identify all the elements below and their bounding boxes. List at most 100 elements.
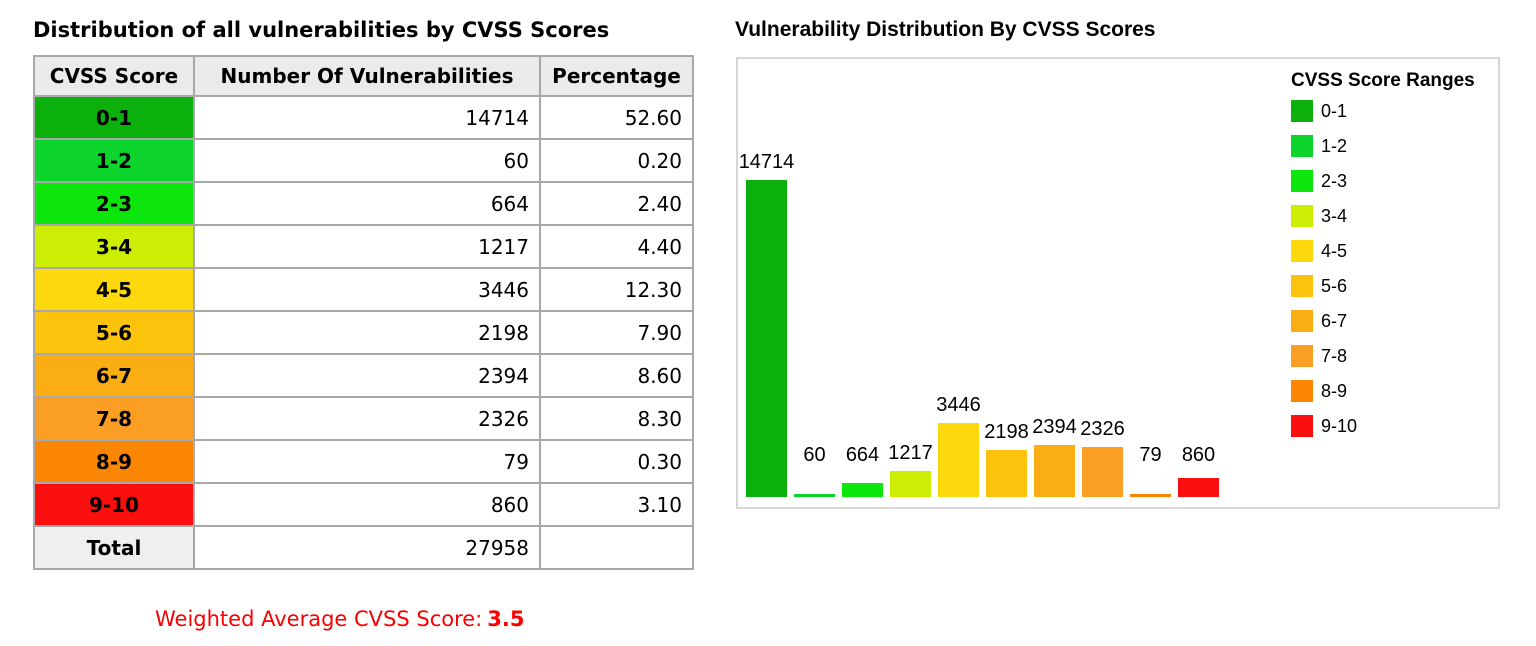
percentage-cell: 8.30 [539, 396, 694, 441]
legend-item-3-4: 3-4 [1291, 205, 1475, 227]
header-cvss-score: CVSS Score [33, 55, 195, 97]
percentage-cell: 12.30 [539, 267, 694, 312]
cvss-range-cell: 1-2 [33, 138, 195, 183]
cvss-range-cell: 4-5 [33, 267, 195, 312]
bar-value-label: 79 [1139, 444, 1162, 466]
count-cell: 2394 [193, 353, 541, 398]
legend-item-1-2: 1-2 [1291, 135, 1475, 157]
percentage-cell: 2.40 [539, 181, 694, 226]
percentage-cell: 3.10 [539, 482, 694, 527]
legend-title: CVSS Score Ranges [1291, 70, 1475, 91]
cvss-range-cell: 6-7 [33, 353, 195, 398]
legend-item-6-7: 6-7 [1291, 310, 1475, 332]
bar-0-1 [746, 180, 787, 497]
percentage-cell: 8.60 [539, 353, 694, 398]
legend-label: 1-2 [1321, 136, 1348, 156]
count-cell: 1217 [193, 224, 541, 269]
count-cell: 60 [193, 138, 541, 183]
weighted-average-label: Weighted Average CVSS Score: [155, 607, 483, 631]
legend-swatch [1291, 170, 1313, 192]
legend-swatch [1291, 345, 1313, 367]
percentage-cell: 52.60 [539, 95, 694, 140]
legend-swatch [1291, 310, 1313, 332]
legend-item-4-5: 4-5 [1291, 240, 1475, 262]
bar-8-9 [1130, 494, 1171, 497]
bar-value-label: 2198 [984, 421, 1029, 443]
count-cell: 860 [193, 482, 541, 527]
cvss-range-cell: 0-1 [33, 95, 195, 140]
total-row: Total 27958 [33, 525, 694, 570]
table-row: 2-3 664 2.40 [33, 181, 694, 226]
table-row: 0-1 14714 52.60 [33, 95, 694, 140]
table-header-row: CVSS Score Number Of Vulnerabilities Per… [33, 55, 694, 97]
bar-value-label: 14714 [738, 151, 795, 173]
percentage-cell: 0.20 [539, 138, 694, 183]
header-percentage: Percentage [539, 55, 694, 97]
bar-5-6 [986, 450, 1027, 497]
legend-label: 0-1 [1321, 101, 1348, 121]
bar-value-label: 60 [803, 444, 826, 466]
legend-item-2-3: 2-3 [1291, 170, 1475, 192]
bar-4-5 [938, 423, 979, 497]
bar-value-label: 1217 [888, 442, 933, 464]
legend-swatch [1291, 275, 1313, 297]
legend-label: 4-5 [1321, 241, 1348, 261]
count-cell: 2198 [193, 310, 541, 355]
cvss-range-cell: 3-4 [33, 224, 195, 269]
count-cell: 3446 [193, 267, 541, 312]
bar-2-3 [842, 483, 883, 497]
cvss-range-cell: 7-8 [33, 396, 195, 441]
table-row: 4-5 3446 12.30 [33, 267, 694, 312]
legend-swatch [1291, 240, 1313, 262]
count-cell: 2326 [193, 396, 541, 441]
legend-label: 9-10 [1321, 416, 1358, 436]
bar-7-8 [1082, 447, 1123, 497]
table-title: Distribution of all vulnerabilities by C… [33, 18, 610, 42]
table-row: 3-4 1217 4.40 [33, 224, 694, 269]
cvss-range-cell: 8-9 [33, 439, 195, 484]
percentage-cell: 7.90 [539, 310, 694, 355]
percentage-cell: 4.40 [539, 224, 694, 269]
cvss-distribution-table: CVSS Score Number Of Vulnerabilities Per… [33, 55, 694, 570]
total-label-cell: Total [33, 525, 195, 570]
cvss-range-cell: 9-10 [33, 482, 195, 527]
header-number-of-vulnerabilities: Number Of Vulnerabilities [193, 55, 541, 97]
legend-item-9-10: 9-10 [1291, 415, 1475, 437]
legend-swatch [1291, 205, 1313, 227]
bar-value-label: 664 [845, 444, 880, 466]
count-cell: 664 [193, 181, 541, 226]
table-row: 6-7 2394 8.60 [33, 353, 694, 398]
legend-label: 5-6 [1321, 276, 1348, 296]
legend-swatch [1291, 380, 1313, 402]
bar-1-2 [794, 494, 835, 497]
legend-label: 7-8 [1321, 346, 1348, 366]
bar-value-label: 3446 [936, 394, 981, 416]
total-percentage-cell [539, 525, 694, 570]
bar-value-label: 2326 [1080, 418, 1125, 440]
legend-item-8-9: 8-9 [1291, 380, 1475, 402]
chart-title: Vulnerability Distribution By CVSS Score… [735, 18, 1156, 41]
bar-6-7 [1034, 445, 1075, 497]
bar-3-4 [890, 471, 931, 497]
percentage-cell: 0.30 [539, 439, 694, 484]
bar-value-label: 2394 [1032, 416, 1077, 438]
chart-legend: CVSS Score Ranges 0-1 1-2 2-3 3-4 4-5 5-6 6-7 7… [1291, 70, 1475, 450]
weighted-average-note: Weighted Average CVSS Score: 3.5 [155, 606, 524, 632]
table-row: 1-2 60 0.20 [33, 138, 694, 183]
legend-label: 2-3 [1321, 171, 1348, 191]
cvss-range-cell: 2-3 [33, 181, 195, 226]
total-count-cell: 27958 [193, 525, 541, 570]
count-cell: 79 [193, 439, 541, 484]
table-row: 9-10 860 3.10 [33, 482, 694, 527]
legend-label: 6-7 [1321, 311, 1348, 331]
legend-item-0-1: 0-1 [1291, 100, 1475, 122]
legend-item-5-6: 5-6 [1291, 275, 1475, 297]
table-row: 5-6 2198 7.90 [33, 310, 694, 355]
bar-9-10 [1178, 478, 1219, 497]
weighted-average-value: 3.5 [487, 607, 525, 631]
legend-swatch [1291, 135, 1313, 157]
legend-swatch [1291, 415, 1313, 437]
table-row: 7-8 2326 8.30 [33, 396, 694, 441]
legend-swatch [1291, 100, 1313, 122]
